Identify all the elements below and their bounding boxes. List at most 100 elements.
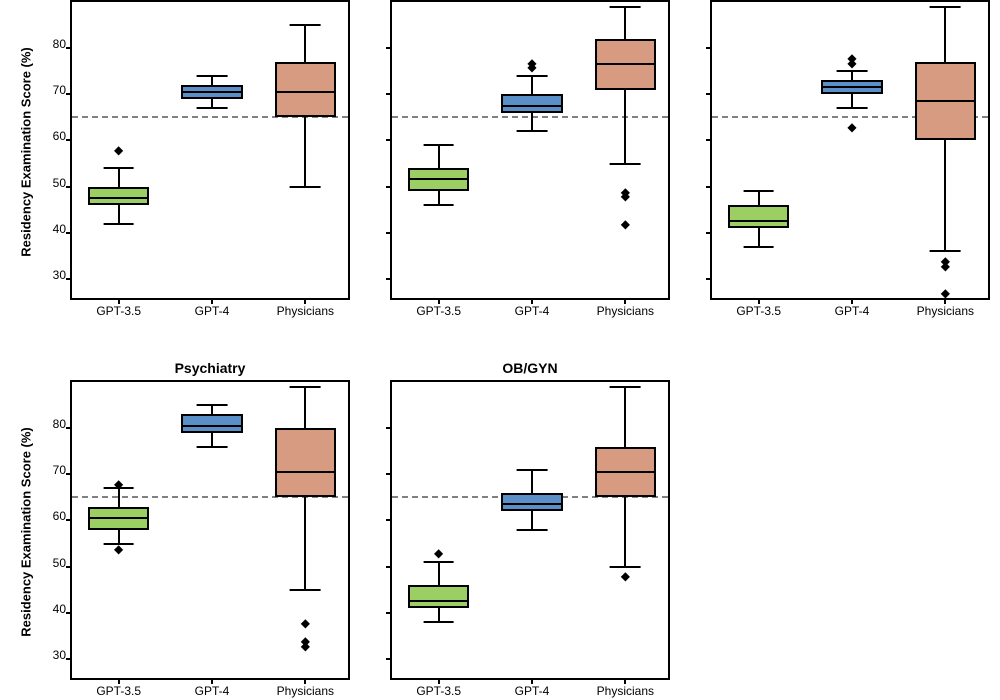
whisker-line: [438, 608, 440, 622]
whisker-cap: [517, 130, 548, 132]
ytick-mark: [66, 566, 72, 568]
ytick-mark: [66, 186, 72, 188]
ytick-mark: [706, 232, 712, 234]
whisker-cap: [103, 223, 134, 225]
box-gpt-3-5: [408, 585, 470, 608]
median-line: [181, 425, 243, 427]
panel-0-2: GPT-3.5GPT-4◆◆◆Physicians◆◆◆: [710, 0, 990, 300]
median-line: [88, 517, 150, 519]
whisker-line: [944, 7, 946, 62]
median-line: [595, 63, 657, 65]
whisker-cap: [930, 6, 961, 8]
panel-title: OB/GYN: [502, 360, 557, 376]
whisker-cap: [197, 446, 228, 448]
whisker-line: [531, 470, 533, 493]
ytick-mark: [66, 427, 72, 429]
whisker-cap: [610, 386, 641, 388]
whisker-cap: [837, 107, 868, 109]
ytick-mark: [706, 139, 712, 141]
ytick-mark: [386, 658, 392, 660]
ytick-mark: [706, 93, 712, 95]
whisker-cap: [423, 561, 454, 563]
whisker-line: [211, 433, 213, 447]
whisker-line: [624, 497, 626, 566]
panel-0-0: Residency Examination Score (%)304050607…: [70, 0, 350, 300]
whisker-cap: [290, 589, 321, 591]
whisker-cap: [610, 6, 641, 8]
ytick-label: 30: [53, 648, 66, 662]
whisker-cap: [930, 250, 961, 252]
xtick-label: Physicians: [597, 684, 654, 698]
box-gpt-4: [501, 94, 563, 112]
xtick-label: GPT-3.5: [416, 304, 461, 318]
whisker-cap: [197, 75, 228, 77]
xtick-label: GPT-4: [835, 304, 870, 318]
box-gpt-3-5: [408, 168, 470, 191]
xtick-label: Physicians: [277, 684, 334, 698]
ytick-mark: [386, 47, 392, 49]
whisker-line: [304, 25, 306, 62]
ytick-label: 50: [53, 556, 66, 570]
whisker-cap: [290, 24, 321, 26]
xtick-label: Physicians: [597, 304, 654, 318]
whisker-line: [624, 7, 626, 39]
panel-0-1: GPT-3.5GPT-4◆◆Physicians◆◆◆: [390, 0, 670, 300]
median-line: [408, 178, 470, 180]
ytick-mark: [66, 473, 72, 475]
ytick-mark: [66, 658, 72, 660]
whisker-line: [438, 191, 440, 205]
whisker-cap: [103, 167, 134, 169]
whisker-line: [851, 94, 853, 108]
ytick-mark: [386, 186, 392, 188]
whisker-cap: [423, 144, 454, 146]
ytick-mark: [706, 278, 712, 280]
xtick-label: GPT-4: [515, 304, 550, 318]
median-line: [821, 86, 883, 88]
whisker-line: [851, 71, 853, 80]
xtick-label: GPT-3.5: [416, 684, 461, 698]
whisker-line: [758, 191, 760, 205]
ytick-label: 70: [53, 463, 66, 477]
panel-1-1: OB/GYNGPT-3.5◆GPT-4Physicians◆: [390, 380, 670, 680]
ytick-label: 80: [53, 417, 66, 431]
ytick-mark: [386, 232, 392, 234]
box-gpt-4: [181, 85, 243, 99]
whisker-cap: [837, 70, 868, 72]
whisker-cap: [517, 529, 548, 531]
whisker-line: [211, 405, 213, 414]
xtick-label: GPT-4: [195, 684, 230, 698]
ytick-label: 80: [53, 37, 66, 51]
panel-title: Psychiatry: [175, 360, 246, 376]
ytick-mark: [386, 139, 392, 141]
ytick-mark: [66, 47, 72, 49]
whisker-line: [438, 562, 440, 585]
median-line: [408, 600, 470, 602]
ytick-label: 70: [53, 83, 66, 97]
whisker-line: [944, 140, 946, 251]
ytick-mark: [66, 278, 72, 280]
ytick-mark: [386, 612, 392, 614]
median-line: [595, 471, 657, 473]
median-line: [915, 100, 977, 102]
whisker-line: [118, 168, 120, 186]
xtick-label: GPT-3.5: [96, 684, 141, 698]
box-physicians: [275, 62, 337, 117]
ytick-mark: [386, 278, 392, 280]
ytick-label: 30: [53, 268, 66, 282]
ytick-label: 60: [53, 129, 66, 143]
xtick-label: Physicians: [277, 304, 334, 318]
ytick-mark: [706, 186, 712, 188]
ytick-mark: [386, 519, 392, 521]
ytick-mark: [66, 232, 72, 234]
ytick-label: 40: [53, 602, 66, 616]
whisker-line: [531, 113, 533, 131]
xtick-label: Physicians: [917, 304, 974, 318]
ytick-mark: [66, 139, 72, 141]
whisker-cap: [290, 186, 321, 188]
ytick-mark: [386, 93, 392, 95]
reference-line: [392, 116, 668, 118]
median-line: [275, 91, 337, 93]
whisker-cap: [743, 190, 774, 192]
median-line: [275, 471, 337, 473]
ytick-mark: [386, 427, 392, 429]
